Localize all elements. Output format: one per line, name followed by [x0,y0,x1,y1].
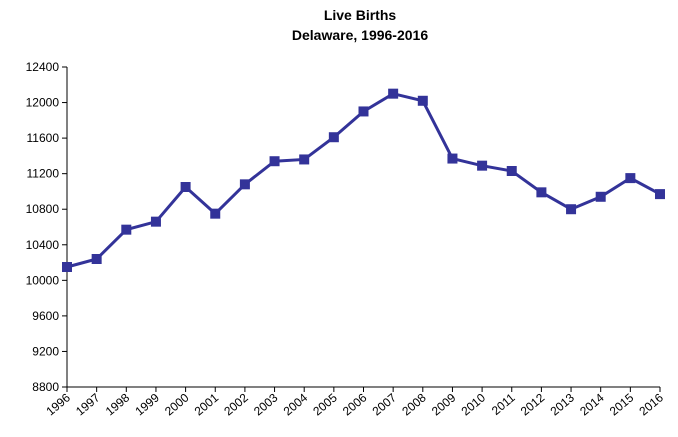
x-tick-label: 2001 [192,390,222,418]
x-tick-label: 2003 [251,390,281,418]
chart-title: Live Births [324,7,397,23]
y-tick-label: 10400 [26,238,60,252]
y-tick-label: 10800 [26,202,60,216]
x-tick-label: 2009 [429,390,459,418]
point [91,254,102,264]
x-tick-label: 2007 [370,390,400,418]
y-tick-label: 12000 [26,96,60,110]
x-tick-label: 1998 [103,390,133,418]
x-tick-label: 2002 [221,390,251,418]
x-tick-label: 2005 [310,390,340,418]
x-tick-label: 1999 [132,390,162,418]
point [447,153,458,164]
y-tick-label: 12400 [26,60,60,74]
y-tick-label: 9600 [32,309,59,323]
point [239,179,250,190]
point [299,154,310,165]
x-tick-label: 2000 [162,390,192,418]
point [121,224,132,235]
x-tick-label: 2004 [281,390,311,418]
point [328,132,339,143]
chart-subtitle: Delaware, 1996-2016 [292,27,428,43]
point [566,204,577,215]
point [417,95,428,106]
x-tick-label: 2011 [489,390,518,418]
x-tick-label: 2015 [607,390,637,418]
x-tick-label: 1996 [43,390,73,418]
x-tick-label: 2016 [636,390,666,418]
x-tick-label: 2014 [577,390,607,418]
series-line [66,92,661,269]
x-tick-label: 2006 [340,390,370,418]
x-tick-label: 2012 [518,390,548,418]
x-tick-label: 2013 [548,390,578,418]
x-tick-label: 1997 [73,390,103,418]
y-tick-label: 8800 [32,380,59,394]
point [506,166,517,176]
point [655,189,665,200]
point [210,208,221,219]
point [388,88,399,99]
point [180,182,191,192]
point [358,106,369,117]
point [625,173,636,184]
point [150,216,161,227]
x-tick-label: 2010 [459,390,489,418]
point [477,160,488,171]
y-tick-label: 11200 [27,167,60,181]
y-tick-label: 11600 [27,131,60,145]
x-tick-label: 2008 [399,390,429,418]
point [62,262,72,272]
y-tick-label: 10000 [26,273,60,287]
point [536,187,547,198]
point [595,191,606,202]
point [269,156,280,167]
y-tick-label: 9200 [32,344,59,358]
